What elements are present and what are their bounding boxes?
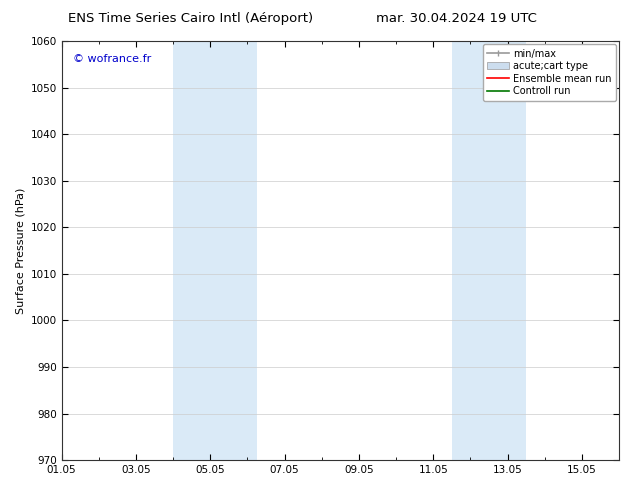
Legend: min/max, acute;cart type, Ensemble mean run, Controll run: min/max, acute;cart type, Ensemble mean … <box>482 44 616 101</box>
Y-axis label: Surface Pressure (hPa): Surface Pressure (hPa) <box>15 187 25 314</box>
Text: © wofrance.fr: © wofrance.fr <box>73 53 151 64</box>
Bar <box>452 41 526 460</box>
Text: ENS Time Series Cairo Intl (Aéroport): ENS Time Series Cairo Intl (Aéroport) <box>68 12 313 25</box>
Bar <box>173 41 257 460</box>
Text: mar. 30.04.2024 19 UTC: mar. 30.04.2024 19 UTC <box>376 12 537 25</box>
